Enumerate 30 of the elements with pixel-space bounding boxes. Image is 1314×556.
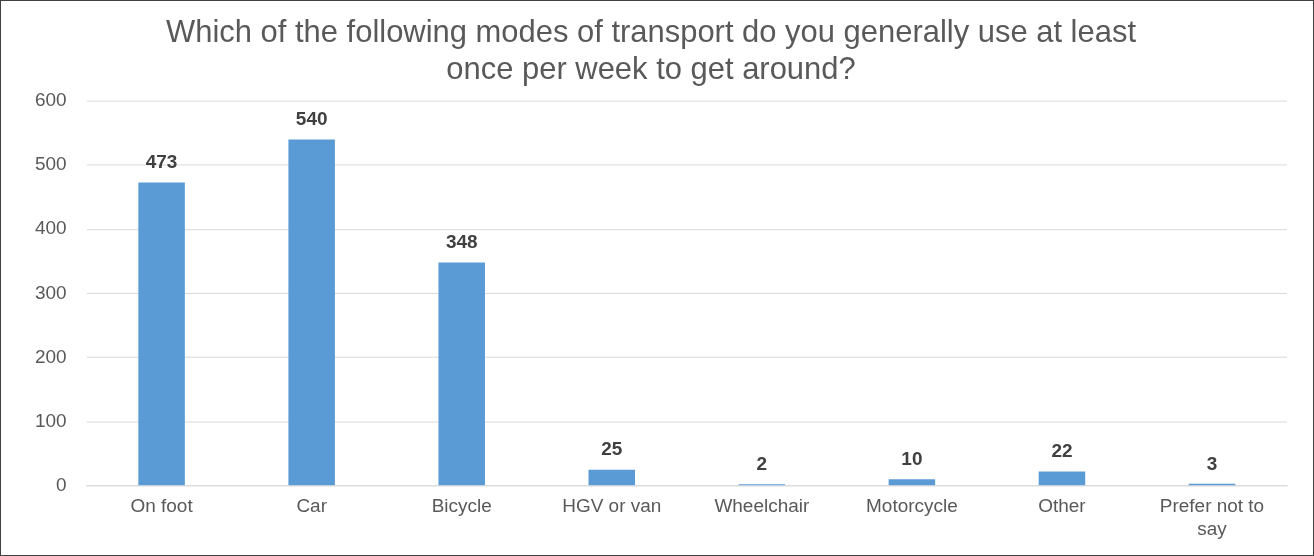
y-tick-label: 600: [34, 89, 67, 111]
data-label: 473: [145, 151, 178, 173]
y-tick-label: 500: [34, 153, 67, 175]
bar: [1038, 471, 1086, 486]
data-label: 3: [1206, 452, 1218, 474]
bar: [288, 139, 335, 486]
bar: [588, 469, 636, 486]
y-tick-label: 100: [34, 409, 67, 431]
y-tick-label: 0: [56, 473, 67, 495]
data-label: 540: [295, 108, 328, 130]
y-tick-label: 400: [34, 217, 67, 239]
bar: [888, 479, 936, 486]
data-label: 348: [445, 231, 478, 253]
bar: [438, 262, 485, 486]
x-tick-label: Other: [1038, 495, 1086, 517]
x-tick-label: Motorcycle: [866, 495, 958, 517]
data-label: 2: [756, 453, 768, 475]
data-label: 25: [601, 438, 623, 460]
bar: [138, 182, 185, 486]
x-tick-label: Prefer not to say: [1159, 495, 1265, 539]
x-tick-label: Car: [296, 495, 327, 517]
x-tick-label: Wheelchair: [714, 495, 810, 517]
y-tick-label: 200: [34, 345, 67, 367]
x-tick-label: On foot: [130, 495, 194, 517]
data-label: 22: [1051, 440, 1073, 462]
data-label: 10: [901, 448, 923, 470]
x-tick-label: HGV or van: [562, 495, 662, 517]
x-tick-label: Bicycle: [431, 495, 492, 517]
y-tick-label: 300: [34, 281, 67, 303]
chart-title: Which of the following modes of transport do you generally use at least once per week to get around?: [166, 14, 1137, 87]
